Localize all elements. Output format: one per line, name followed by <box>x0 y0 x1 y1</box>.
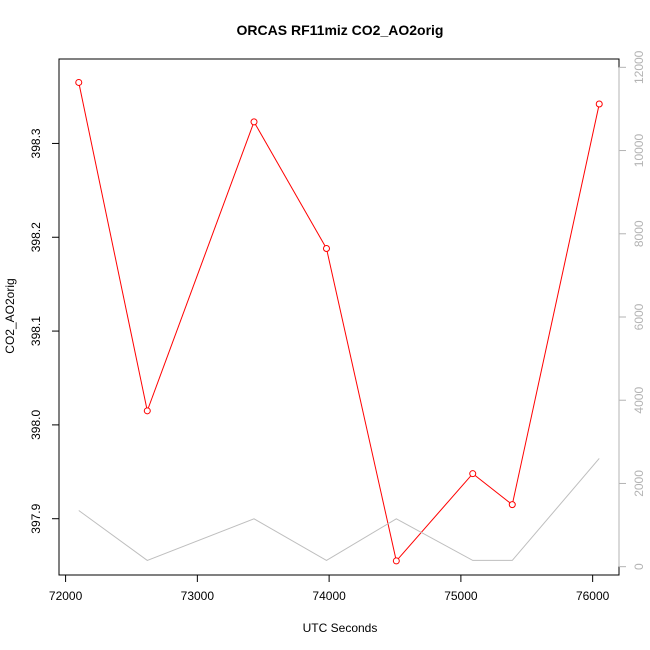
y-right-tick-label: 12000 <box>632 50 646 84</box>
y-right-tick-label: 2000 <box>632 470 646 497</box>
series-layer <box>75 78 603 565</box>
primary-series-point <box>469 470 477 478</box>
chart-title: ORCAS RF11miz CO2_AO2orig <box>237 22 444 38</box>
x-tick-label: 75000 <box>444 589 478 603</box>
primary-series-point <box>392 557 400 565</box>
primary-series-point <box>322 245 330 253</box>
primary-series-point <box>75 78 83 86</box>
y-right-tick-label: 0 <box>632 563 646 570</box>
primary-series-segment <box>78 85 148 408</box>
x-tick-label: 76000 <box>576 589 610 603</box>
y-right-tick-label: 4000 <box>632 387 646 414</box>
y-axis-label: CO2_AO2orig <box>3 278 17 353</box>
primary-series-point <box>143 407 151 415</box>
axes-layer: 72000 73000 74000 75000 76000 397.9 398.0 398.1… <box>29 50 646 603</box>
y-right-tick-label: 8000 <box>632 220 646 247</box>
primary-series-segment <box>147 124 254 409</box>
primary-series-segment <box>255 124 326 247</box>
primary-series-point <box>508 501 516 509</box>
primary-series-segment <box>326 251 397 559</box>
y-tick-label: 398.2 <box>29 222 43 252</box>
primary-series-point <box>250 118 258 126</box>
y-tick-label: 398.0 <box>29 410 43 440</box>
y-right-tick-label: 6000 <box>632 303 646 330</box>
primary-series-segment <box>512 106 600 502</box>
x-tick-label: 74000 <box>312 589 346 603</box>
x-tick-label: 72000 <box>49 589 83 603</box>
x-axis-label: UTC Seconds <box>303 621 378 635</box>
primary-series-segment <box>474 475 511 504</box>
primary-series-point <box>595 100 603 108</box>
x-tick-label: 73000 <box>181 589 215 603</box>
secondary-series-line <box>78 458 600 562</box>
y-tick-label: 397.9 <box>29 503 43 533</box>
y-tick-label: 398.1 <box>29 316 43 346</box>
primary-series-segment <box>397 475 472 559</box>
y-right-tick-label: 10000 <box>632 134 646 168</box>
y-tick-label: 398.3 <box>29 128 43 158</box>
